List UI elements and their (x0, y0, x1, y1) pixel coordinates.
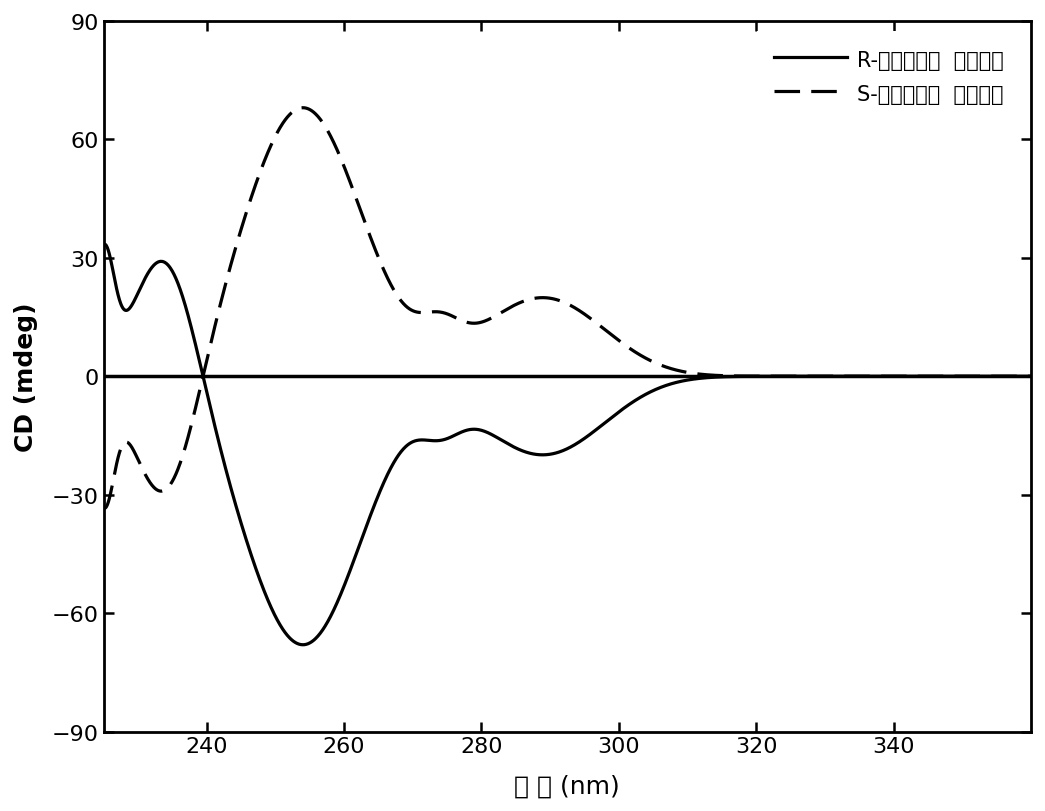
Legend: R-三蝶烯六氟  聚酰亚胺, S-三蝶烯六氟  聚酰亚胺: R-三蝶烯六氟 聚酰亚胺, S-三蝶烯六氟 聚酰亚胺 (758, 32, 1021, 122)
R-三蝶烯六氟  聚酰亚胺 (829, 372, 841, 382)
X-axis label: 波 长 (nm): 波 长 (nm) (514, 773, 621, 797)
S-三蝶烯六氟  聚酰亚胺 (829, 372, 841, 382)
R-三蝶烯六氟  聚酰亚胺 (999, 372, 1012, 382)
S-三蝶烯六氟  聚酰亚胺 (525, 294, 537, 304)
S-三蝶烯六氟  聚酰亚胺 (297, 104, 309, 114)
R-三蝶烯六氟  聚酰亚胺 (525, 449, 537, 459)
R-三蝶烯六氟  聚酰亚胺 (998, 372, 1011, 382)
R-三蝶烯六氟  聚酰亚胺 (297, 640, 309, 650)
R-三蝶烯六氟  聚酰亚胺 (97, 241, 110, 251)
R-三蝶烯六氟  聚酰亚胺 (145, 264, 158, 273)
S-三蝶烯六氟  聚酰亚胺 (97, 503, 110, 513)
R-三蝶烯六氟  聚酰亚胺 (98, 240, 111, 250)
Y-axis label: CD (mdeg): CD (mdeg) (14, 303, 38, 452)
S-三蝶烯六氟  聚酰亚胺 (999, 372, 1012, 382)
R-三蝶烯六氟  聚酰亚胺 (550, 448, 562, 458)
Line: S-三蝶烯六氟  聚酰亚胺: S-三蝶烯六氟 聚酰亚胺 (103, 109, 1031, 508)
S-三蝶烯六氟  聚酰亚胺 (1025, 372, 1038, 382)
R-三蝶烯六氟  聚酰亚胺 (1025, 372, 1038, 382)
Line: R-三蝶烯六氟  聚酰亚胺: R-三蝶烯六氟 聚酰亚胺 (103, 245, 1031, 645)
S-三蝶烯六氟  聚酰亚胺 (998, 372, 1011, 382)
S-三蝶烯六氟  聚酰亚胺 (145, 480, 158, 490)
S-三蝶烯六氟  聚酰亚胺 (550, 295, 562, 305)
S-三蝶烯六氟  聚酰亚胺 (98, 504, 111, 513)
